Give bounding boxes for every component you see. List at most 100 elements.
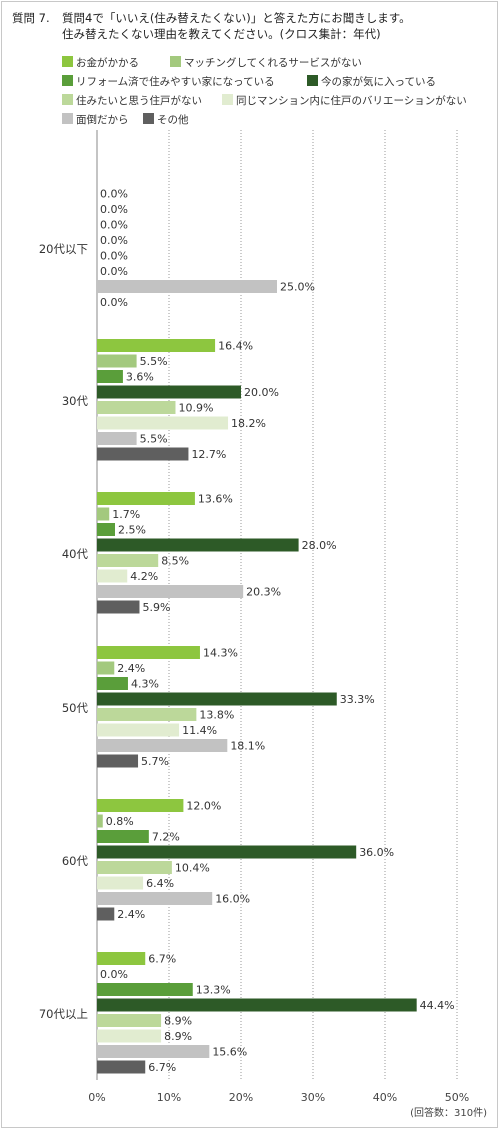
bar-value-label: 16.0% xyxy=(215,893,250,906)
bar xyxy=(97,1045,210,1058)
bar-value-label: 18.2% xyxy=(231,417,266,430)
x-tick-label: 0% xyxy=(88,1091,105,1104)
legend-item: 面倒だから xyxy=(62,113,129,127)
bar xyxy=(97,354,137,368)
legend-label: その他 xyxy=(157,114,189,126)
legend-swatch xyxy=(170,56,181,67)
bar xyxy=(97,1029,162,1043)
bar-value-label: 13.6% xyxy=(198,493,233,506)
bar-value-label: 18.1% xyxy=(230,740,265,753)
bar xyxy=(97,569,128,583)
bar-value-label: 8.5% xyxy=(161,555,189,568)
bar-value-label: 0.0% xyxy=(100,203,128,216)
bar-value-label: 20.3% xyxy=(246,586,281,599)
legend-label: お金がかかる xyxy=(76,57,139,69)
bar-value-label: 14.3% xyxy=(203,647,238,660)
legend-swatch xyxy=(62,113,73,124)
legend-label: 同じマンション内に住戸のバリエーションがない xyxy=(236,95,467,107)
x-tick-label: 20% xyxy=(229,1091,253,1104)
category-label: 50代 xyxy=(62,701,89,715)
bar xyxy=(97,416,229,430)
bar xyxy=(97,507,110,521)
bar xyxy=(97,554,159,567)
legend-item: 住みたいと思う住戸がない xyxy=(62,94,202,108)
bar-value-label: 12.0% xyxy=(186,800,221,813)
legend-swatch xyxy=(62,56,73,67)
legend-label: 今の家が気に入っている xyxy=(321,76,436,88)
bar-value-label: 6.4% xyxy=(146,877,174,890)
bar xyxy=(97,585,244,598)
bar xyxy=(97,1014,162,1027)
bar-value-label: 12.7% xyxy=(191,448,226,461)
bar xyxy=(97,432,137,445)
bar-value-label: 20.0% xyxy=(244,386,279,399)
legend-label: リフォーム済で住みやすい家になっている xyxy=(76,76,275,88)
bar xyxy=(97,280,277,293)
bar-value-label: 0.0% xyxy=(100,234,128,247)
question-text-line2: 住み替えたくない理由を教えてください。(クロス集計：年代) xyxy=(62,27,381,41)
bar-value-label: 0.0% xyxy=(100,265,128,278)
legend-swatch xyxy=(307,75,318,86)
bar-value-label: 33.3% xyxy=(340,693,375,706)
bar xyxy=(97,876,144,890)
legend-swatch xyxy=(62,94,73,105)
bar-value-label: 5.5% xyxy=(140,433,168,446)
bar xyxy=(97,983,193,996)
bar-value-label: 13.3% xyxy=(196,984,231,997)
x-tick-label: 30% xyxy=(301,1091,325,1104)
bar-value-label: 11.4% xyxy=(182,724,217,737)
bar xyxy=(97,907,115,921)
bar-value-label: 1.7% xyxy=(112,508,140,521)
category-label: 60代 xyxy=(62,854,89,868)
legend-label: 住みたいと思う住戸がない xyxy=(76,95,202,107)
bar-value-label: 44.4% xyxy=(420,999,455,1012)
bar xyxy=(97,677,128,690)
bar xyxy=(97,492,195,505)
bar-value-label: 15.6% xyxy=(212,1046,247,1059)
bar xyxy=(97,661,115,675)
bar-value-label: 0.0% xyxy=(100,219,128,232)
bar-value-label: 6.7% xyxy=(148,1061,176,1074)
x-tick-label: 10% xyxy=(157,1091,181,1104)
bar xyxy=(97,708,197,721)
bar xyxy=(97,370,123,383)
bar-value-label: 16.4% xyxy=(218,340,253,353)
response-count-note: (回答数：310件) xyxy=(410,1106,487,1119)
bar-value-label: 28.0% xyxy=(302,539,337,552)
legend-label: マッチングしてくれるサービスがない xyxy=(184,57,362,69)
bar xyxy=(97,830,149,843)
bar xyxy=(97,754,139,768)
category-label: 70代以上 xyxy=(39,1007,88,1021)
question-number: 質問 7. xyxy=(12,11,50,25)
bar-value-label: 36.0% xyxy=(359,846,394,859)
bar-value-label: 0.8% xyxy=(106,815,134,828)
legend-item: お金がかかる xyxy=(62,56,139,70)
bar xyxy=(97,523,115,536)
bar-value-label: 6.7% xyxy=(148,953,176,966)
bar xyxy=(97,339,216,352)
bar-value-label: 2.4% xyxy=(117,908,145,921)
bar xyxy=(97,799,184,812)
bar xyxy=(97,998,417,1012)
bar-value-label: 3.6% xyxy=(126,371,154,384)
bar-value-label: 0.0% xyxy=(100,968,128,981)
category-label: 40代 xyxy=(62,547,89,561)
bar xyxy=(97,952,146,965)
category-label: 20代以下 xyxy=(39,242,88,256)
legend-item: その他 xyxy=(143,113,189,127)
legend-swatch xyxy=(222,94,233,105)
bar-value-label: 8.9% xyxy=(164,1015,192,1028)
bar xyxy=(97,600,140,614)
bar xyxy=(97,845,357,859)
legend-label: 面倒だから xyxy=(76,114,129,126)
bar-value-label: 8.9% xyxy=(164,1030,192,1043)
bar-value-label: 7.2% xyxy=(152,831,180,844)
legend-swatch xyxy=(62,75,73,86)
bar xyxy=(97,447,189,461)
bar-value-label: 0.0% xyxy=(100,250,128,263)
bar-value-label: 2.4% xyxy=(117,662,145,675)
legend-item: 今の家が気に入っている xyxy=(307,75,436,89)
bar-value-label: 0.0% xyxy=(100,296,128,309)
